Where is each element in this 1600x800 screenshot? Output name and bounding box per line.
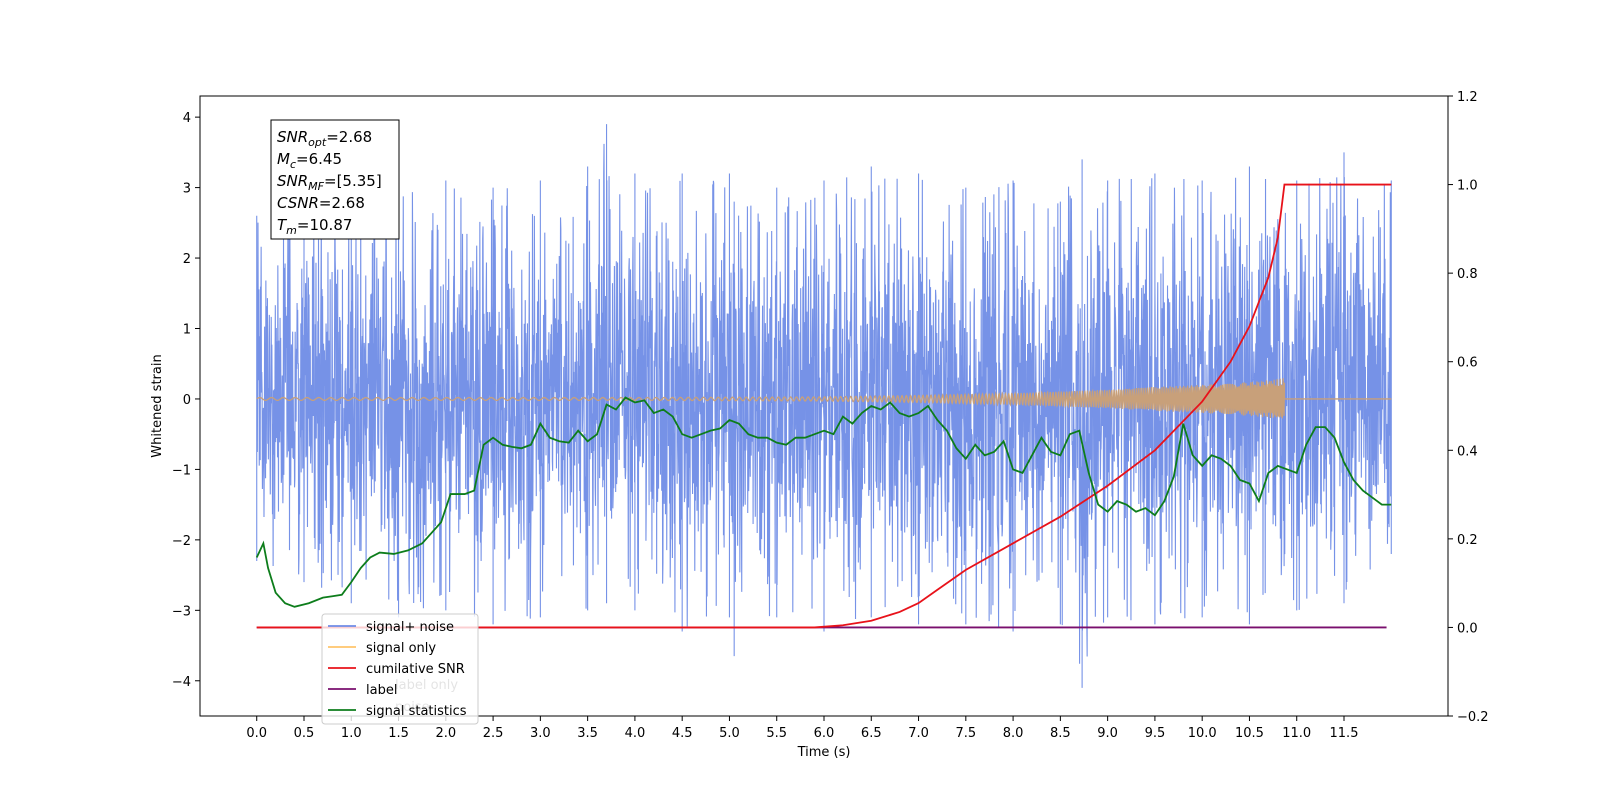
x-tick-label: 0.0 xyxy=(246,726,267,741)
series-signal-only xyxy=(256,378,1392,419)
x-tick-label: 9.0 xyxy=(1097,726,1118,741)
legend-entry-label: signal+ noise xyxy=(366,620,454,635)
x-tick-label: 5.0 xyxy=(719,726,740,741)
y2-tick-label: 0.0 xyxy=(1457,621,1478,636)
annotation-box-border xyxy=(270,119,400,240)
x-tick-label: 7.0 xyxy=(908,726,929,741)
x-axis-label: Time (s) xyxy=(797,745,851,760)
x-tick-label: 1.5 xyxy=(388,726,409,741)
y2-tick-label: 0.2 xyxy=(1457,533,1478,548)
legend-entry-label: signal only xyxy=(366,641,436,656)
x-tick-label: 9.5 xyxy=(1145,726,1166,741)
y-ticks-left: 4 3 2 1 0 −1 −2 −3 −4 xyxy=(172,111,200,690)
annotation-line: SNRMF=[5.35] xyxy=(277,172,382,193)
y-tick-label: 0 xyxy=(183,393,191,408)
legend-entry-label: label xyxy=(366,683,397,698)
series-cumilative-snr xyxy=(256,183,1392,629)
y-tick-label: −4 xyxy=(172,675,191,690)
x-tick-label: 10.5 xyxy=(1235,726,1264,741)
y2-tick-label: 1.2 xyxy=(1457,90,1478,105)
x-tick-label: 4.5 xyxy=(672,726,693,741)
legend-box xyxy=(321,613,479,725)
series-signal-statistics xyxy=(255,396,1392,608)
y-ticks-right: 1.2 1.0 0.8 0.6 0.4 0.2 0.0 −0.2 xyxy=(1448,90,1489,725)
x-tick-label: 3.5 xyxy=(577,726,598,741)
series-layer xyxy=(255,124,1392,688)
y2-tick-label: −0.2 xyxy=(1457,710,1489,725)
x-tick-label: 6.0 xyxy=(814,726,835,741)
y-tick-label: −3 xyxy=(172,604,191,619)
y-tick-label: 1 xyxy=(183,323,191,338)
x-tick-label: 3.0 xyxy=(530,726,551,741)
x-tick-label: 2.0 xyxy=(435,726,456,741)
x-tick-label: 2.5 xyxy=(483,726,504,741)
x-tick-label: 10.0 xyxy=(1188,726,1217,741)
legend-entry-label: cumilative SNR xyxy=(366,662,465,677)
annotation-line: CSNR=2.68 xyxy=(277,194,365,212)
x-tick-label: 6.5 xyxy=(861,726,882,741)
x-tick-label: 0.5 xyxy=(294,726,315,741)
annotation-line: SNRopt=2.68 xyxy=(277,128,372,149)
series-signal-noise xyxy=(256,124,1392,688)
x-tick-label: 11.0 xyxy=(1282,726,1311,741)
y2-tick-label: 0.4 xyxy=(1457,444,1478,459)
y-axis-label: Whitened strain xyxy=(150,354,165,457)
x-tick-label: 4.0 xyxy=(625,726,646,741)
x-tick-label: 11.5 xyxy=(1330,726,1359,741)
y2-tick-label: 1.0 xyxy=(1457,179,1478,194)
y-tick-label: 4 xyxy=(183,111,191,126)
x-tick-label: 7.5 xyxy=(955,726,976,741)
x-tick-label: 8.0 xyxy=(1003,726,1024,741)
y-tick-label: −1 xyxy=(172,463,191,478)
x-ticks: 0.0 0.5 1.0 1.5 2.0 2.5 3.0 3.5 4.0 4.5 5.0 5.5 6.0 6… xyxy=(246,716,1358,741)
annotation-line: Mc=6.45 xyxy=(277,150,342,171)
y2-tick-label: 0.8 xyxy=(1457,267,1478,282)
y2-tick-label: 0.6 xyxy=(1457,356,1478,371)
annotation-line: Tm=10.87 xyxy=(277,216,352,237)
y-tick-label: 3 xyxy=(183,182,191,197)
x-tick-label: 5.5 xyxy=(766,726,787,741)
x-tick-label: 8.5 xyxy=(1050,726,1071,741)
y-tick-label: 2 xyxy=(183,252,191,267)
legend-entry-label: signal statistics xyxy=(366,704,467,719)
x-tick-label: 1.0 xyxy=(341,726,362,741)
y-tick-label: −2 xyxy=(172,534,191,549)
